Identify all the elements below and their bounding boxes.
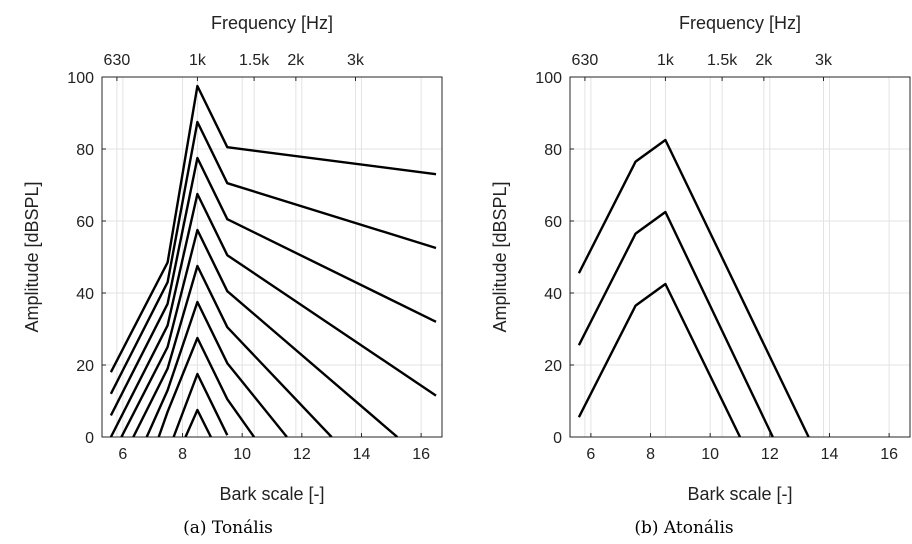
series-line-3 — [577, 282, 742, 437]
y-axis-title: Amplitude [dBSPL] — [490, 181, 510, 332]
top-tick-label: 1k — [189, 52, 207, 69]
y-tick-label: 80 — [544, 142, 562, 159]
x-tick-label: 16 — [412, 446, 430, 463]
top-tick-label: 2k — [287, 52, 305, 69]
top-tick-label: 1.5k — [239, 52, 270, 69]
x-tick-label: 6 — [586, 446, 595, 463]
top-tick-label: 630 — [572, 52, 599, 69]
series-line-1 — [577, 138, 810, 437]
panel-caption-a: (a) Tonális — [183, 518, 273, 538]
series-line-8 — [157, 336, 256, 437]
series-line-2 — [577, 210, 774, 437]
series-line-4 — [109, 192, 437, 437]
y-axis-title: Amplitude [dBSPL] — [22, 181, 42, 332]
y-tick-label: 100 — [535, 70, 562, 87]
top-tick-label: 3k — [347, 52, 365, 69]
top-axis-title: Frequency [Hz] — [679, 13, 801, 33]
x-tick-label: 6 — [118, 446, 127, 463]
y-tick-label: 100 — [67, 70, 94, 87]
y-tick-label: 0 — [85, 430, 94, 447]
x-axis-title: Bark scale [-] — [687, 484, 792, 504]
y-tick-label: 40 — [544, 286, 562, 303]
series-line-6 — [132, 264, 333, 437]
series-line-5 — [120, 228, 399, 437]
x-tick-label: 8 — [178, 446, 187, 463]
x-tick-label: 12 — [293, 446, 311, 463]
x-tick-label: 14 — [353, 446, 371, 463]
series-line-1 — [109, 84, 437, 373]
x-axis-title: Bark scale [-] — [219, 484, 324, 504]
series-line-7 — [145, 300, 288, 437]
y-tick-label: 60 — [76, 214, 94, 231]
x-tick-label: 8 — [646, 446, 655, 463]
chart-panel-a: 6 8 10 12 14 16 630 1k 1.5k 2k 3k 0 20 40 60 80 100 Bark … — [22, 13, 443, 504]
y-tick-label: 20 — [544, 358, 562, 375]
x-tick-label: 12 — [761, 446, 779, 463]
top-tick-label: 1.5k — [707, 52, 738, 69]
series-line-10 — [184, 408, 212, 437]
panel-caption-b: (b) Atonális — [634, 518, 734, 538]
chart-panel-b: 6 8 10 12 14 16 630 1k 1.5k 2k 3k 0 20 40 60 80 100 Bark … — [490, 13, 911, 504]
top-axis-title: Frequency [Hz] — [211, 13, 333, 33]
x-tick-label: 10 — [233, 446, 251, 463]
x-tick-label: 10 — [701, 446, 719, 463]
y-tick-label: 80 — [76, 142, 94, 159]
top-tick-label: 3k — [815, 52, 833, 69]
y-tick-label: 0 — [553, 430, 562, 447]
top-tick-label: 1k — [657, 52, 675, 69]
x-tick-label: 14 — [821, 446, 839, 463]
plot-area-frame — [101, 76, 443, 438]
y-tick-label: 60 — [544, 214, 562, 231]
x-tick-label: 16 — [880, 446, 898, 463]
series-line-9 — [172, 372, 229, 437]
top-tick-label: 2k — [755, 52, 773, 69]
y-tick-label: 20 — [76, 358, 94, 375]
y-tick-label: 40 — [76, 286, 94, 303]
plot-area-frame — [569, 76, 911, 438]
series-line-2 — [109, 120, 437, 395]
series-line-3 — [109, 156, 437, 416]
top-tick-label: 630 — [104, 52, 131, 69]
